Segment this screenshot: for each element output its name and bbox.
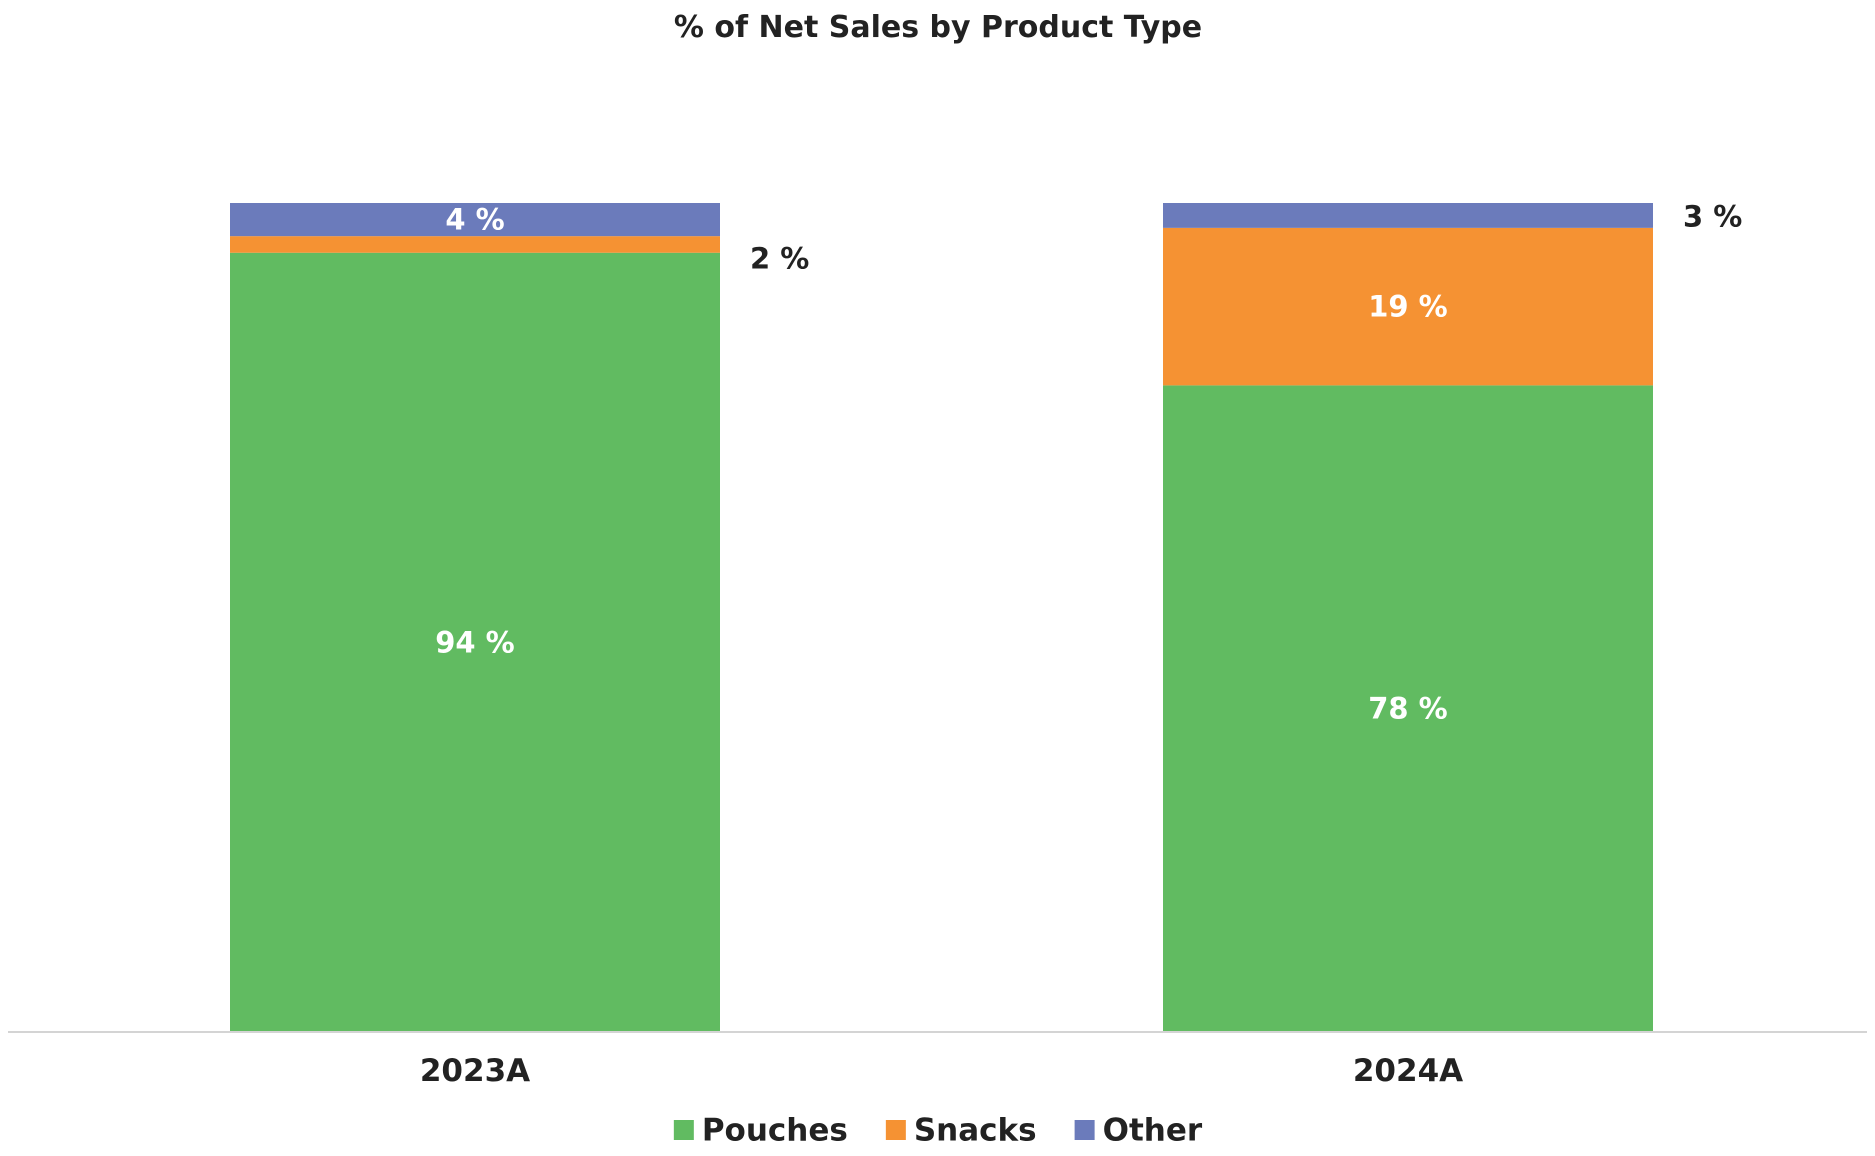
legend-item-pouches: Pouches: [673, 1113, 848, 1149]
legend-label-pouches: Pouches: [702, 1113, 848, 1149]
x-tick-label-2024a: 2024A: [1353, 1053, 1463, 1089]
x-tick-label-2023a: 2023A: [420, 1053, 530, 1089]
data-label-2023a-snacks: 2 %: [750, 241, 809, 275]
bar-2023a-pouches: [230, 252, 720, 1033]
legend-label-snacks: Snacks: [914, 1113, 1037, 1149]
legend-item-other: Other: [1074, 1113, 1203, 1149]
bars: [230, 203, 1653, 1033]
data-label-2024a-other: 3 %: [1683, 199, 1742, 233]
data-label-2024a-pouches: 78 %: [1368, 692, 1448, 726]
legend-swatch-snacks: [885, 1120, 906, 1140]
chart-title: % of Net Sales by Product Type: [674, 10, 1202, 45]
bar-2023a-other: [230, 203, 720, 237]
data-label-2023a-other: 4 %: [445, 203, 504, 237]
legend-swatch-other: [1074, 1120, 1095, 1140]
data-label-2024a-snacks: 19 %: [1368, 290, 1448, 324]
legend-swatch-pouches: [673, 1120, 694, 1140]
category-axis-labels: 2023A 2024A: [420, 1053, 1463, 1089]
data-label-2023a-pouches: 94 %: [435, 625, 515, 659]
legend-label-other: Other: [1103, 1113, 1203, 1149]
data-labels: 94 % 2 % 4 % 78 % 19 % 3 %: [435, 199, 1742, 725]
bar-2024a-pouches: [1163, 385, 1653, 1032]
bar-2024a-snacks: [1163, 227, 1653, 386]
bar-2024a-other: [1163, 203, 1653, 228]
legend: Pouches Snacks Other: [673, 1113, 1203, 1149]
bar-2023a-snacks: [230, 236, 720, 253]
legend-item-snacks: Snacks: [885, 1113, 1037, 1149]
